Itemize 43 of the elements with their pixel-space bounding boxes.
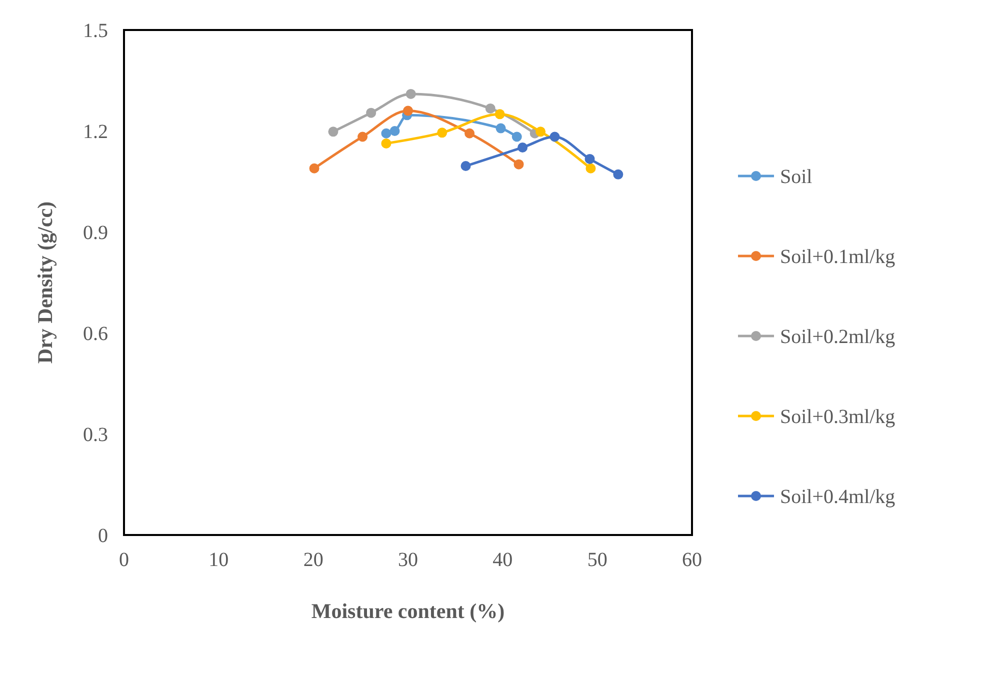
y-tick-label: 1.5 — [83, 20, 108, 42]
point — [584, 154, 595, 164]
y-tick-label: 0.6 — [83, 323, 108, 345]
point — [406, 88, 416, 99]
point — [328, 126, 338, 137]
y-tick-label: 0 — [98, 525, 108, 547]
point — [613, 169, 624, 180]
point — [514, 159, 524, 170]
point — [403, 106, 413, 116]
point — [496, 123, 506, 134]
x-tick-label: 60 — [682, 549, 702, 571]
x-tick-label: 0 — [119, 549, 129, 571]
x-tick-label: 50 — [587, 549, 608, 571]
y-axis-title: Dry Density (g/cc) — [33, 201, 57, 364]
y-tick-label: 0.3 — [83, 424, 108, 446]
x-tick-label: 20 — [303, 549, 324, 571]
legend-label: Soil+0.4ml/kg — [780, 486, 896, 508]
y-tick-label: 1.2 — [83, 121, 108, 143]
legend-label: Soil+0.2ml/kg — [780, 326, 896, 348]
point — [381, 128, 392, 138]
point — [494, 109, 505, 120]
point — [550, 132, 560, 142]
y-tick-label: 0.9 — [83, 222, 108, 244]
legend-label: Soil — [780, 166, 813, 188]
x-tick-label: 30 — [398, 549, 418, 571]
point — [460, 161, 471, 172]
point — [586, 163, 596, 174]
legend-label: Soil+0.1ml/kg — [780, 246, 896, 268]
point — [518, 142, 528, 152]
point — [309, 163, 320, 174]
point — [437, 128, 448, 138]
x-tick-label: 40 — [492, 549, 513, 571]
legend-label: Soil+0.3ml/kg — [780, 406, 896, 428]
point — [358, 132, 368, 142]
point — [485, 103, 496, 114]
point — [381, 138, 392, 148]
point — [366, 108, 376, 118]
x-axis-title: Moisture content (%) — [311, 599, 505, 623]
point — [512, 132, 522, 142]
point — [536, 126, 546, 137]
point — [464, 128, 475, 138]
x-tick-label: 10 — [208, 549, 229, 571]
point — [390, 126, 400, 136]
